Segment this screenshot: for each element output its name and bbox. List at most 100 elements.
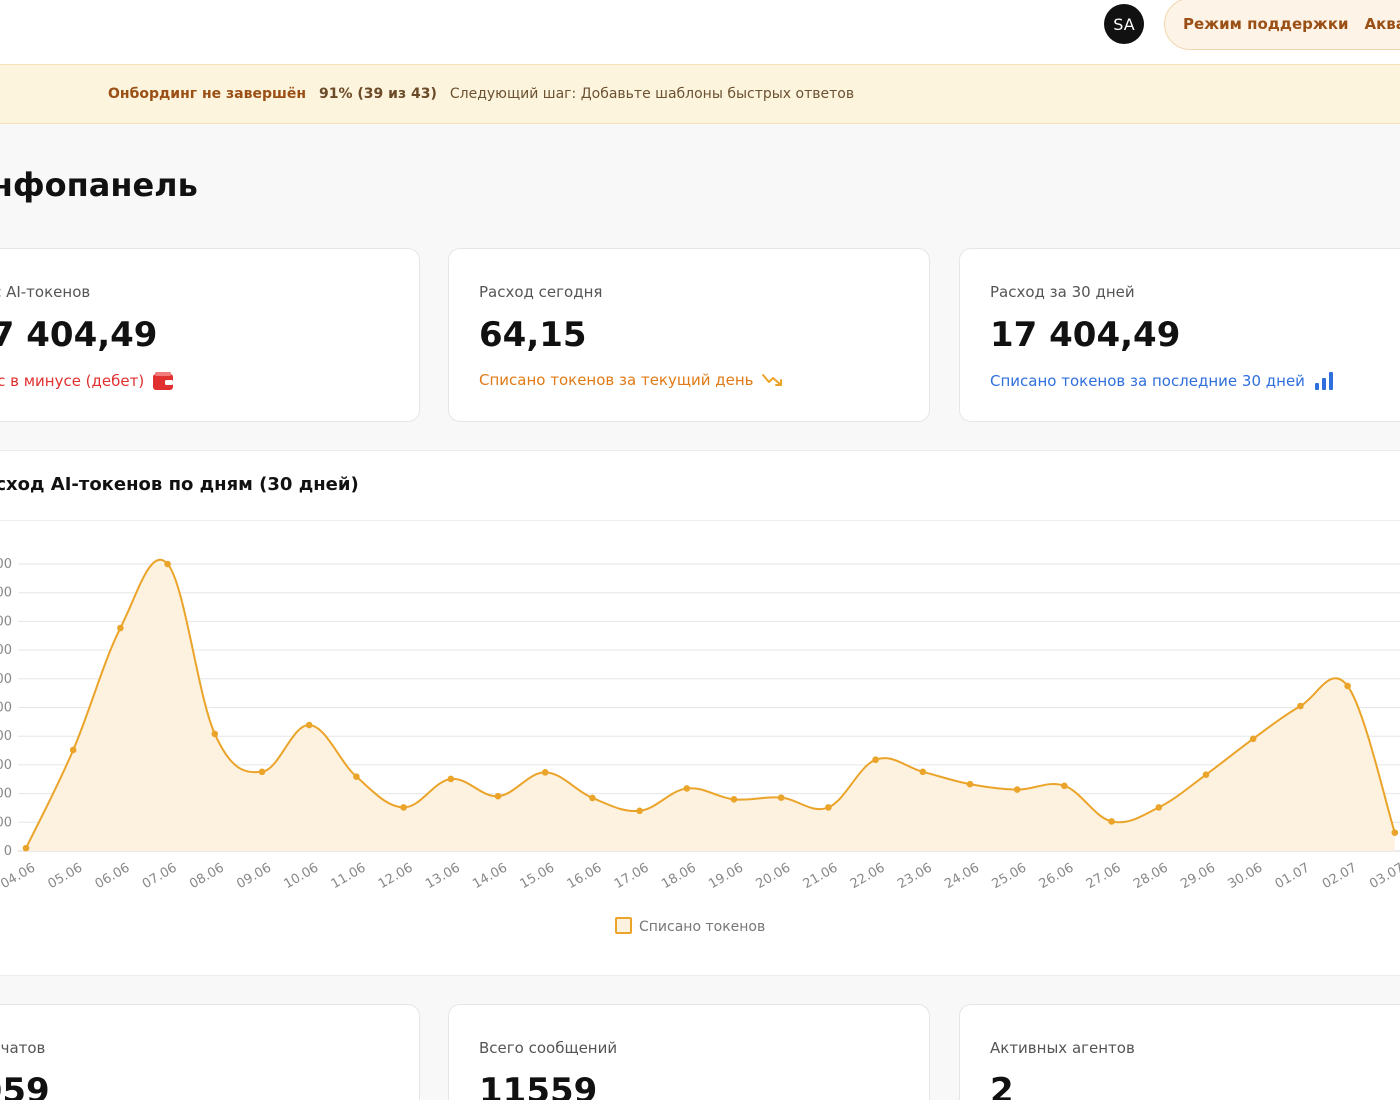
data-point (258, 768, 266, 776)
data-point (730, 796, 738, 803)
total-chats-card: Всего чатов 1059 (0, 1004, 420, 1100)
card-note: Списано токенов за текущий день (479, 371, 784, 389)
y-tick-label: 900 (0, 586, 12, 601)
x-tick-label: 02.07 (1320, 860, 1360, 892)
x-tick-label: 28.06 (1131, 860, 1171, 892)
y-tick-label: 300 (0, 758, 12, 773)
x-tick-label: 10.06 (281, 860, 321, 892)
x-tick-label: 06.06 (93, 860, 133, 892)
wallet-icon (153, 372, 174, 390)
data-point (1155, 804, 1163, 811)
card-note: Списано токенов за последние 30 дней (990, 371, 1335, 391)
x-tick-label: 15.06 (517, 860, 557, 892)
y-tick-label: 700 (0, 643, 12, 658)
y-tick-label: 0 (4, 844, 12, 859)
data-point (400, 804, 407, 811)
data-point (22, 844, 30, 852)
data-point (636, 807, 643, 815)
series-area (26, 559, 1395, 851)
card-label: Всего сообщений (479, 1039, 618, 1057)
y-tick-label: 100 (0, 815, 12, 830)
data-point (966, 780, 974, 788)
data-point (825, 804, 832, 811)
x-tick-label: 30.06 (1225, 860, 1265, 892)
x-tick-label: 07.06 (140, 860, 180, 892)
card-value: 1059 (0, 1071, 50, 1100)
card-note-text: Списано токенов за текущий день (479, 371, 754, 389)
data-point (919, 768, 927, 776)
support-mode-label: Режим поддержки (1183, 15, 1349, 33)
x-tick-label: 25.06 (989, 860, 1029, 892)
data-point (447, 775, 455, 783)
x-tick-label: 19.06 (706, 860, 746, 892)
bar-chart-icon (1314, 372, 1333, 390)
avatar[interactable]: SA (1104, 4, 1144, 44)
trending-down-icon (761, 374, 782, 386)
spend-today-card: Расход сегодня 64,15 Списано токенов за … (448, 248, 930, 422)
x-tick-label: 03.07 (1367, 860, 1400, 892)
top-bar: SA Режим поддержки АкваС (0, 0, 1400, 64)
data-point (777, 794, 785, 801)
x-tick-label: 13.06 (423, 860, 463, 892)
token-usage-chart: 0 100 200 300 400 500 600 700 800 900 1000 04.0605.… (0, 557, 1400, 935)
y-tick-label: 200 (0, 787, 12, 802)
x-tick-label: 12.06 (376, 860, 416, 892)
x-tick-label: 22.06 (848, 860, 888, 892)
data-point (1391, 829, 1399, 836)
x-tick-label: 05.06 (45, 860, 85, 892)
x-tick-label: 26.06 (1037, 860, 1077, 892)
x-tick-label: 18.06 (659, 860, 699, 892)
card-label: Баланс AI-токенов (0, 283, 91, 301)
data-point (1108, 818, 1115, 825)
data-point (1202, 771, 1210, 778)
card-label: Расход сегодня (479, 283, 603, 301)
x-tick-label: 29.06 (1178, 860, 1218, 892)
data-point (353, 773, 360, 780)
token-balance-card: Баланс AI-токенов -17 404,49 Баланс в ми… (0, 248, 420, 422)
onboarding-title: Онбординг не завершён (108, 86, 307, 102)
spend-30-days-card: Расход за 30 дней 17 404,49 Списано токе… (959, 248, 1400, 422)
active-agents-card: Активных агентов 2 (959, 1004, 1400, 1100)
y-tick-label: 400 (0, 729, 12, 744)
card-label: Активных агентов (990, 1039, 1135, 1057)
card-value: 64,15 (479, 315, 587, 355)
data-point (1344, 682, 1351, 690)
data-point (211, 730, 219, 738)
legend-label: Списано токенов (639, 919, 765, 935)
organization-label: АкваС (1364, 15, 1400, 33)
page-title: Инфопанель (0, 166, 198, 204)
chart-title: Расход AI-токенов по дням (30 дней) (0, 474, 359, 495)
x-tick-label: 21.06 (801, 860, 841, 892)
x-tick-label: 16.06 (565, 860, 605, 892)
token-chart-panel (0, 450, 1400, 976)
data-point (1061, 782, 1068, 790)
x-tick-label: 23.06 (895, 860, 935, 892)
data-point (1297, 702, 1304, 710)
data-point (589, 794, 596, 802)
data-point (683, 785, 691, 792)
support-mode-pill[interactable]: Режим поддержки АкваС (1164, 0, 1400, 50)
legend-swatch (615, 917, 632, 934)
data-point (1249, 735, 1257, 743)
y-tick-label: 1000 (0, 557, 12, 572)
card-value: 17 404,49 (990, 315, 1181, 355)
data-point (305, 721, 313, 729)
card-label: Всего чатов (0, 1039, 46, 1057)
x-tick-label: 27.06 (1084, 860, 1124, 892)
x-tick-label: 14.06 (470, 860, 510, 892)
data-point (69, 746, 77, 754)
x-tick-label: 11.06 (329, 860, 369, 892)
data-point (494, 792, 502, 800)
x-tick-label: 09.06 (234, 860, 274, 892)
x-tick-label: 08.06 (187, 860, 227, 892)
x-tick-label: 04.06 (0, 860, 38, 892)
x-tick-label: 17.06 (612, 860, 652, 892)
onboarding-banner[interactable]: Онбординг не завершён 91% (39 из 43) Сле… (0, 64, 1400, 124)
y-tick-label: 500 (0, 701, 12, 716)
card-note-text: Баланс в минусе (дебет) (0, 372, 145, 390)
chart-divider (0, 520, 1400, 521)
data-point (117, 624, 124, 632)
card-value: 2 (990, 1071, 1014, 1100)
y-tick-label: 800 (0, 614, 12, 629)
data-point (872, 756, 879, 764)
